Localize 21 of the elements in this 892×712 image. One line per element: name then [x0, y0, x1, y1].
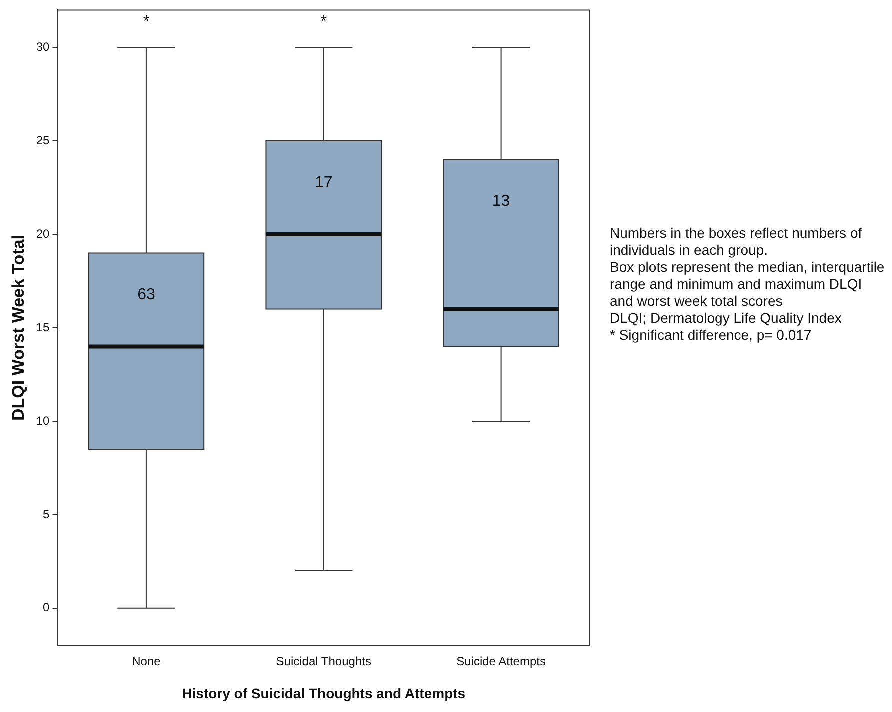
x-tick-label: None	[132, 654, 162, 668]
annotation: *	[320, 14, 327, 31]
y-tick-label: 30	[36, 40, 50, 54]
x-axis-title: History of Suicidal Thoughts and Attempts	[182, 685, 466, 702]
y-axis-title: DLQI Worst Week Total	[8, 234, 28, 422]
y-tick-label: 25	[36, 133, 50, 148]
text: * Significant difference, p= 0.017	[610, 327, 813, 344]
text: Box plots represent the median, interquartile range and minimum and maximum DLQI and worst week total scores	[610, 259, 885, 310]
y-tick-label: 0	[43, 600, 50, 615]
y-tick-label: 15	[36, 320, 50, 334]
x-tick-label: Suicide Attempts	[456, 654, 546, 668]
text: Numbers in the boxes reflect numbers of individuals in each group.	[610, 225, 864, 259]
text: 63	[138, 286, 156, 304]
y-tick-label: 5	[43, 507, 50, 522]
y-tick-label: 10	[36, 414, 50, 428]
text: DLQI; Dermatology Life Quality Index	[610, 310, 843, 327]
y-tick-label: 20	[36, 226, 50, 241]
text: 17	[314, 174, 333, 192]
annotation: *	[143, 14, 150, 31]
x-tick-label: Suicidal Thoughts	[276, 654, 372, 668]
text: 13	[492, 193, 510, 210]
